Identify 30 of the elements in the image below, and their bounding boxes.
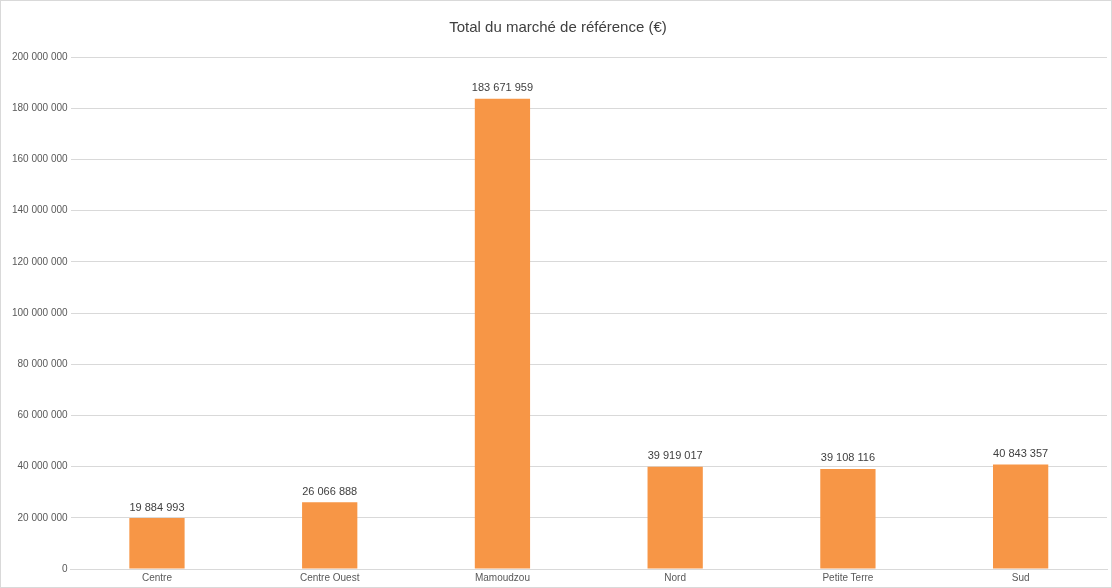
- y-tick-label: 100 000 000: [11, 306, 69, 318]
- bar: [993, 464, 1049, 569]
- bar: [129, 518, 185, 569]
- data-label: 39 108 116: [820, 451, 876, 464]
- y-tick-label: 40 000 000: [17, 460, 69, 472]
- data-label: 19 884 993: [129, 500, 185, 513]
- y-tick-label: 180 000 000: [11, 101, 69, 113]
- x-tick-label: Mamoudzou: [474, 571, 530, 583]
- y-tick-label: 80 000 000: [17, 357, 69, 369]
- y-tick-label: 0: [62, 562, 69, 574]
- x-tick-label: Nord: [664, 571, 687, 583]
- data-label: 183 671 959: [471, 81, 534, 94]
- y-tick-label: 200 000 000: [11, 50, 69, 62]
- data-label: 26 066 888: [302, 484, 358, 497]
- bar: [474, 98, 531, 569]
- y-tick-label: 60 000 000: [17, 409, 69, 421]
- data-label: 40 843 357: [993, 446, 1049, 459]
- y-tick-label: 160 000 000: [11, 153, 69, 165]
- y-tick-label: 120 000 000: [11, 255, 69, 267]
- x-tick-label: Petite Terre: [822, 571, 874, 583]
- chart-title: Total du marché de référence (€): [449, 18, 667, 36]
- bar: [302, 502, 358, 569]
- y-tick-label: 140 000 000: [11, 204, 69, 216]
- x-tick-label: Centre: [141, 571, 173, 583]
- data-label: 39 919 017: [647, 449, 703, 462]
- y-tick-label: 20 000 000: [17, 511, 69, 523]
- bar: [647, 466, 703, 569]
- x-tick-label: Centre Ouest: [299, 571, 360, 583]
- bar: [820, 468, 876, 569]
- x-tick-label: Sud: [1011, 571, 1030, 583]
